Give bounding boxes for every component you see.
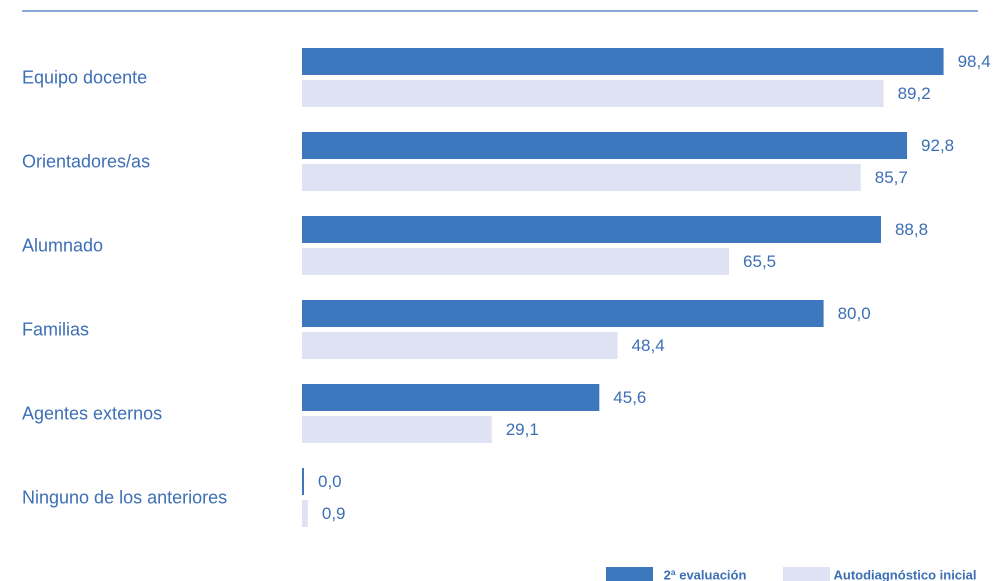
category-labels: Equipo docente Orientadores/as Alumnado Fam… <box>22 68 227 508</box>
bar-autodiagnostico-inicial <box>302 164 861 191</box>
value-label: 85,7 <box>875 168 908 187</box>
legend: 2ª evaluación Autodiagnóstico inicial <box>606 567 977 581</box>
bar-2a-evaluacion <box>302 384 600 411</box>
category-label: Orientadores/as <box>22 152 150 172</box>
bar-2a-evaluacion <box>302 300 824 327</box>
value-labels: 98,4 89,2 92,8 85,7 88,8 65,5 80,0 48,4 45,6 29,1… <box>318 52 991 523</box>
legend-label: 2ª evaluación <box>664 568 747 581</box>
bar-2a-evaluacion <box>302 468 304 495</box>
legend-swatch <box>606 567 653 581</box>
value-label: 45,6 <box>613 388 646 407</box>
bar-2a-evaluacion <box>302 132 908 159</box>
bars <box>302 48 944 527</box>
value-label: 89,2 <box>898 84 931 103</box>
value-label: 65,5 <box>743 252 776 271</box>
legend-swatch <box>783 567 830 581</box>
value-label: 80,0 <box>838 304 871 323</box>
value-label: 98,4 <box>958 52 991 71</box>
category-label: Alumnado <box>22 236 103 256</box>
value-label: 29,1 <box>506 420 539 439</box>
bar-autodiagnostico-inicial <box>302 500 308 527</box>
value-label: 0,9 <box>322 504 346 523</box>
bar-autodiagnostico-inicial <box>302 80 884 107</box>
legend-label: Autodiagnóstico inicial <box>833 568 976 581</box>
category-label: Equipo docente <box>22 68 147 88</box>
value-label: 88,8 <box>895 220 928 239</box>
value-label: 48,4 <box>632 336 665 355</box>
bar-autodiagnostico-inicial <box>302 248 730 275</box>
category-label: Agentes externos <box>22 404 162 424</box>
value-label: 0,0 <box>318 472 342 491</box>
category-label: Familias <box>22 320 89 340</box>
value-label: 92,8 <box>921 136 954 155</box>
category-label: Ninguno de los anteriores <box>22 488 227 508</box>
bar-autodiagnostico-inicial <box>302 332 618 359</box>
bar-2a-evaluacion <box>302 48 944 75</box>
bar-2a-evaluacion <box>302 216 881 243</box>
bar-autodiagnostico-inicial <box>302 416 492 443</box>
